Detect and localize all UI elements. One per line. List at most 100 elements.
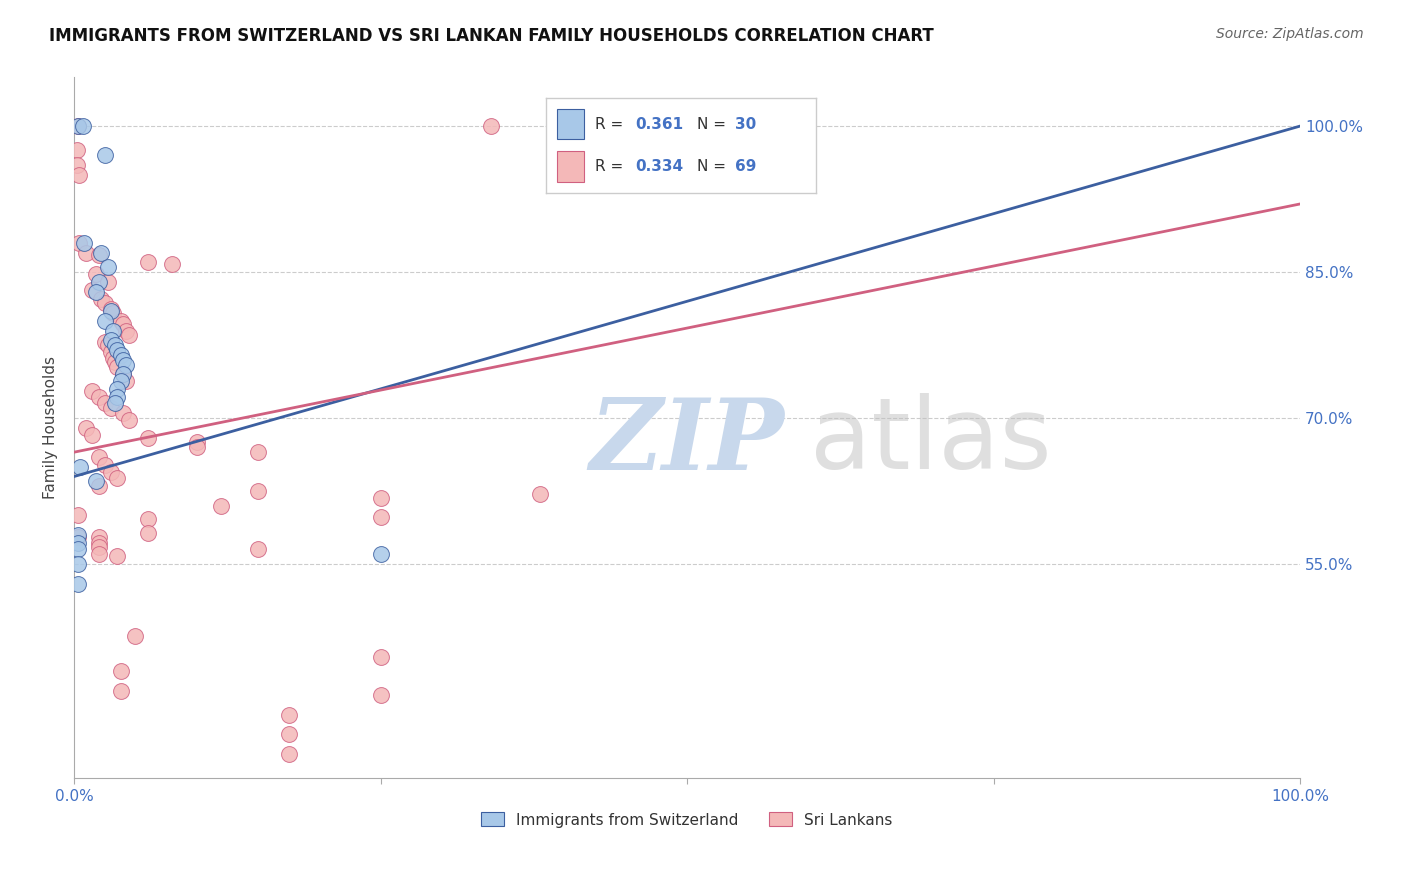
Point [112,368,135,382]
Point [67,235,90,250]
Point [136,431,159,445]
Point [186,440,208,454]
Point [84,285,107,299]
Point [110,683,132,698]
Point [110,348,132,362]
Point [209,499,232,513]
Point [93,148,115,162]
Point [105,382,128,396]
Point [87,540,110,554]
Point [93,314,115,328]
Point [370,689,392,703]
Point [100,465,122,479]
Point [84,475,107,489]
Point [100,345,122,359]
Point [65,144,87,158]
Point [103,324,125,338]
Point [110,664,132,678]
Point [246,484,269,499]
Point [73,235,96,250]
Point [103,354,125,368]
Point [246,542,269,557]
Y-axis label: Family Households: Family Households [44,356,58,500]
Point [69,459,91,474]
Point [90,293,112,307]
Point [103,306,125,320]
Point [93,396,115,410]
Point [72,119,94,133]
Point [114,358,136,372]
Point [97,338,120,352]
Point [110,374,132,388]
Point [82,427,104,442]
Point [93,335,115,350]
Point [97,275,120,289]
Point [370,649,392,664]
Point [124,629,146,643]
Point [114,324,136,338]
Point [87,530,110,544]
Point [277,727,299,741]
Point [100,302,122,317]
Point [66,542,89,557]
Point [370,491,392,505]
Point [100,304,122,318]
Point [112,317,135,331]
Point [87,547,110,561]
Point [90,245,112,260]
Point [66,528,89,542]
Point [136,255,159,269]
Point [118,328,141,343]
Point [114,374,136,388]
Point [105,390,128,404]
Point [277,747,299,761]
Point [370,510,392,524]
Point [75,245,97,260]
Point [160,257,183,271]
Point [66,119,89,133]
Text: atlas: atlas [810,393,1052,491]
Point [87,450,110,464]
Point [87,275,110,289]
Text: Source: ZipAtlas.com: Source: ZipAtlas.com [1216,27,1364,41]
Point [105,343,128,357]
Point [103,338,125,352]
Legend: Immigrants from Switzerland, Sri Lankans: Immigrants from Switzerland, Sri Lankans [475,806,898,834]
Point [75,421,97,435]
Point [66,576,89,591]
Point [277,708,299,723]
Point [93,296,115,310]
Point [112,352,135,367]
Point [105,471,128,485]
Point [186,435,208,450]
Point [65,158,87,172]
Point [82,384,104,398]
Point [66,508,89,523]
Point [97,260,120,275]
Point [105,360,128,375]
Point [82,283,104,297]
Point [100,401,122,416]
Point [84,267,107,281]
Point [87,247,110,261]
Point [479,119,502,133]
Point [93,458,115,472]
Point [103,351,125,365]
Point [529,487,551,501]
Point [66,535,89,549]
Point [118,413,141,427]
Point [105,549,128,564]
Point [87,390,110,404]
Point [136,512,159,526]
Point [87,535,110,549]
Point [370,547,392,561]
Point [112,406,135,420]
Point [66,119,89,133]
Point [87,479,110,493]
Point [103,396,125,410]
Text: ZIP: ZIP [589,393,785,490]
Point [66,557,89,571]
Point [66,530,89,544]
Point [246,445,269,459]
Point [136,525,159,540]
